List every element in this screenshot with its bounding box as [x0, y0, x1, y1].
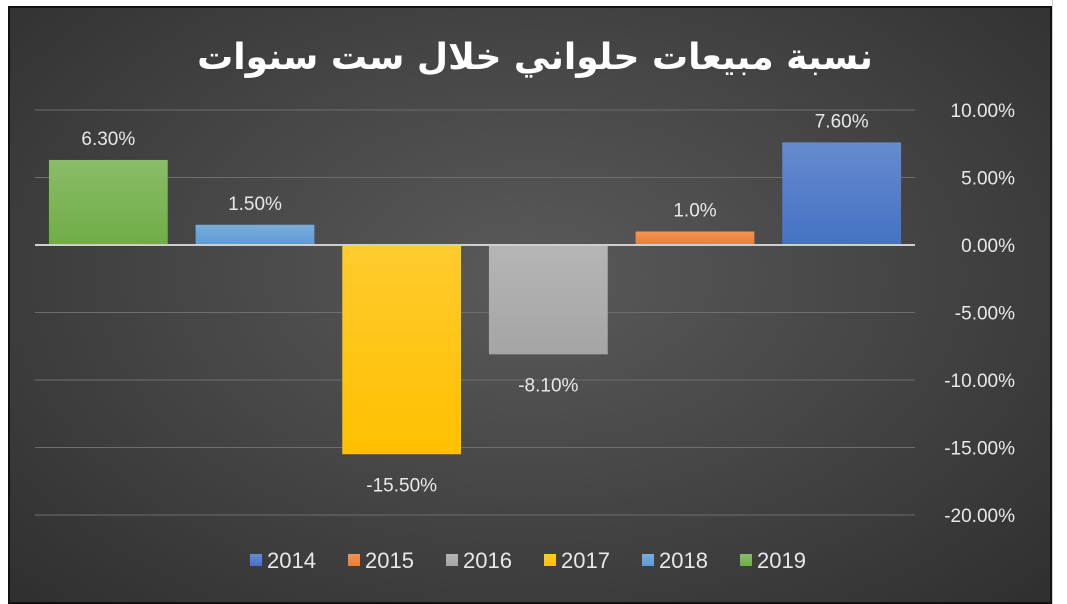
- legend: 2014 2015 2016 2017 2018 2019: [250, 548, 806, 573]
- bar-2019: [48, 159, 168, 245]
- legend-label-2017: 2017: [561, 548, 610, 573]
- legend-swatch-2016: [446, 554, 458, 566]
- legend-label-2019: 2019: [757, 548, 806, 573]
- gridlines: [35, 109, 915, 516]
- legend-label-2016: 2016: [463, 548, 512, 573]
- data-label-2016: -8.10%: [518, 375, 578, 396]
- y-tick-label: 10.00%: [951, 101, 1016, 122]
- chart-panel: نسبة مبيعات حلواني خلال ست سنوات 7.60% 1.…: [8, 6, 1052, 604]
- chart-canvas: نسبة مبيعات حلواني خلال ست سنوات 7.60% 1.…: [35, 37, 1015, 573]
- bars: [48, 142, 902, 455]
- data-labels: 7.60% 1.0% -8.10% -15.50% 1.50% 6.30%: [81, 111, 868, 496]
- chart-title: نسبة مبيعات حلواني خلال ست سنوات: [197, 37, 873, 78]
- y-tick-label: -5.00%: [955, 304, 1015, 325]
- y-axis-ticks: 10.00% 5.00% 0.00% -5.00% -10.00% -15.00% -20.…: [944, 101, 1015, 527]
- legend-label-2018: 2018: [659, 548, 708, 573]
- data-label-2018: 1.50%: [228, 194, 282, 215]
- y-tick-label: -10.00%: [944, 371, 1015, 392]
- legend-swatch-2018: [642, 554, 654, 566]
- legend-swatch-2015: [348, 554, 360, 566]
- legend-label-2014: 2014: [267, 548, 316, 573]
- y-tick-label: 0.00%: [961, 236, 1015, 257]
- legend-swatch-2019: [740, 554, 752, 566]
- window-edge: [1052, 0, 1067, 604]
- bar-2015: [635, 231, 755, 245]
- bar-2016: [488, 245, 608, 355]
- data-label-2014: 7.60%: [815, 111, 869, 132]
- bar-2014: [782, 142, 902, 245]
- y-tick-label: -20.00%: [944, 506, 1015, 527]
- bar-2017: [342, 245, 462, 455]
- data-label-2017: -15.50%: [366, 475, 437, 496]
- legend-label-2015: 2015: [365, 548, 414, 573]
- y-tick-label: -15.00%: [944, 439, 1015, 460]
- bar-2018: [195, 224, 315, 245]
- legend-swatch-2017: [544, 554, 556, 566]
- data-label-2019: 6.30%: [81, 129, 135, 150]
- data-label-2015: 1.0%: [673, 201, 716, 222]
- y-tick-label: 5.00%: [961, 169, 1015, 190]
- legend-swatch-2014: [250, 554, 262, 566]
